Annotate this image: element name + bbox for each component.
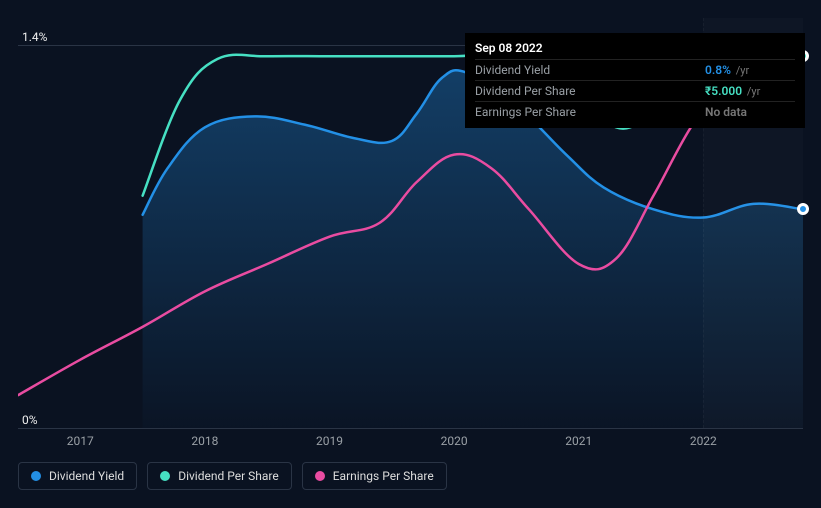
legend-dot-icon — [160, 471, 170, 481]
x-axis-label: 2018 — [191, 434, 218, 448]
tooltip-date: Sep 08 2022 — [475, 37, 795, 59]
legend-bar: Dividend Yield Dividend Per Share Earnings… — [18, 462, 447, 490]
legend-item-label: Earnings Per Share — [333, 469, 434, 483]
y-axis-label: 1.4% — [22, 30, 47, 44]
x-axis-label: 2019 — [316, 434, 343, 448]
legend-item-dividend-yield[interactable]: Dividend Yield — [18, 462, 137, 490]
grid-line — [18, 428, 803, 429]
tooltip-row: Dividend Per Share₹5.000 /yr — [475, 80, 795, 101]
legend-item-earnings-per-share[interactable]: Earnings Per Share — [302, 462, 447, 490]
tooltip-row-value: 0.8% /yr — [705, 63, 795, 77]
tooltip-row-label: Dividend Per Share — [475, 84, 705, 98]
tooltip-row-value: No data — [705, 105, 795, 119]
legend-item-dividend-per-share[interactable]: Dividend Per Share — [147, 462, 292, 490]
tooltip-row-label: Earnings Per Share — [475, 105, 705, 119]
tooltip-row: Dividend Yield0.8% /yr — [475, 59, 795, 80]
y-axis-label: 0% — [22, 413, 38, 427]
tooltip-row: Earnings Per ShareNo data — [475, 101, 795, 122]
x-axis-label: 2020 — [441, 434, 468, 448]
series-marker-dividend-yield — [797, 203, 809, 215]
tooltip-panel: Sep 08 2022 Dividend Yield0.8% /yrDivide… — [465, 33, 805, 128]
chart-container: Sep 08 2022 Dividend Yield0.8% /yrDivide… — [0, 0, 821, 508]
legend-item-label: Dividend Per Share — [178, 469, 279, 483]
x-axis-label: 2021 — [565, 434, 592, 448]
x-axis-label: 2022 — [690, 434, 717, 448]
legend-dot-icon — [315, 471, 325, 481]
tooltip-row-label: Dividend Yield — [475, 63, 705, 77]
tooltip-row-value: ₹5.000 /yr — [705, 84, 795, 98]
x-axis-label: 2017 — [67, 434, 94, 448]
legend-dot-icon — [31, 471, 41, 481]
legend-item-label: Dividend Yield — [49, 469, 124, 483]
